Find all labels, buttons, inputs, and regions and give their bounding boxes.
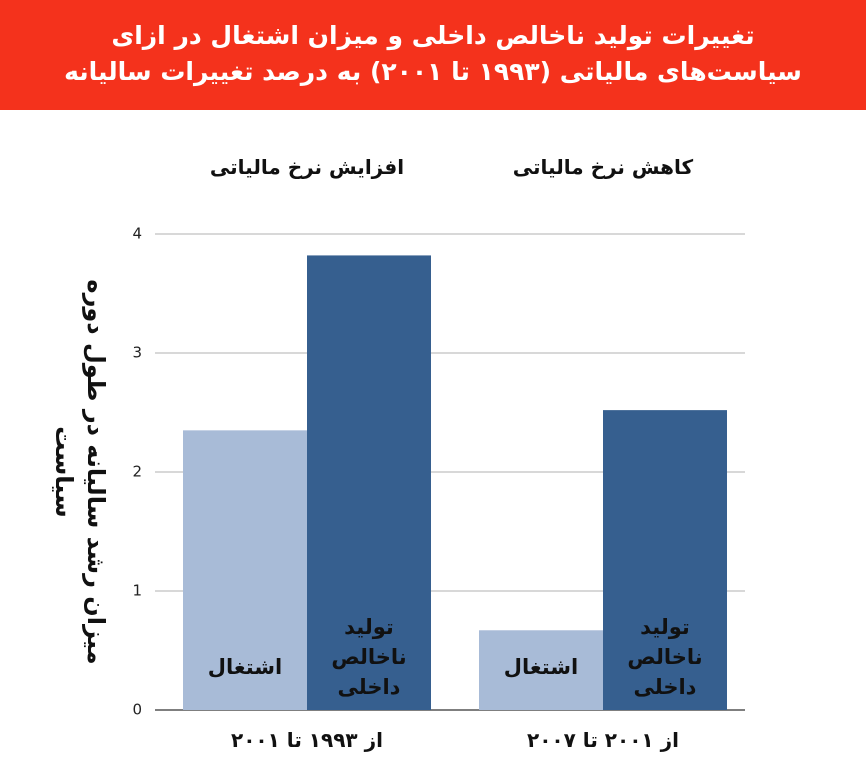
x-tick-label: از ۲۰۰۱ تا ۲۰۰۷ <box>527 728 679 752</box>
y-axis-label: میزان رشد سالیانه در طول دوره سیاست <box>50 279 110 665</box>
y-tick-label: 0 <box>132 701 142 719</box>
chart-title: تغییرات تولید ناخالص داخلی و میزان اشتغا… <box>0 0 866 110</box>
y-tick-label: 4 <box>132 225 142 243</box>
group-label: کاهش نرخ مالیاتی <box>512 155 694 179</box>
group-label: افزایش نرخ مالیاتی <box>209 155 405 179</box>
bar <box>603 410 727 710</box>
bar-label: تولید ناخالص داخلی <box>627 615 703 699</box>
y-tick-label: 2 <box>132 463 142 481</box>
bar <box>479 630 603 710</box>
x-tick-label: از ۱۹۹۳ تا ۲۰۰۱ <box>231 728 383 752</box>
y-tick-label: 3 <box>132 344 142 362</box>
y-tick-label: 1 <box>132 582 142 600</box>
bar-label: اشتغال <box>207 655 283 679</box>
bar <box>183 430 307 710</box>
bar-label: اشتغال <box>503 655 579 679</box>
bar-label: تولید ناخالص داخلی <box>331 615 407 699</box>
bar <box>307 255 431 711</box>
